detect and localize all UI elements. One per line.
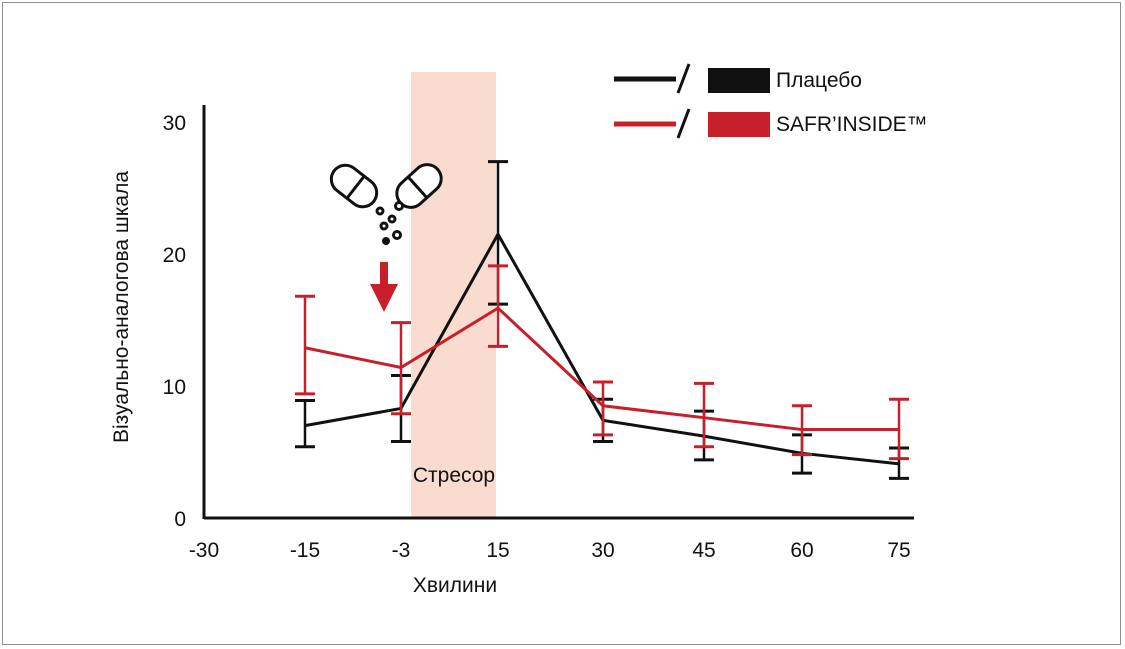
stressor-label: Стресор	[413, 464, 495, 487]
stressor-band	[411, 72, 496, 518]
y-tick-label: 30	[163, 112, 186, 135]
capsules-icon	[329, 163, 443, 245]
x-tick-label: 75	[887, 539, 910, 562]
x-tick-label: -3	[392, 539, 411, 562]
series-safrinside	[295, 264, 909, 461]
y-tick-label: 0	[174, 508, 186, 531]
legend: Плацебо SAFR’INSIDE™	[614, 63, 928, 139]
legend-label-placebo: Плацебо	[776, 69, 862, 92]
x-tick-label: 30	[591, 539, 614, 562]
x-tick-label: 45	[692, 539, 715, 562]
legend-swatch-safrinside	[708, 112, 770, 137]
x-axis-title: Хвилини	[413, 574, 497, 597]
dose-arrow-icon	[370, 262, 398, 312]
y-tick-label: 20	[163, 244, 186, 267]
legend-item-placebo: Плацебо	[614, 63, 862, 94]
x-tick-label: -30	[189, 539, 219, 562]
legend-item-safrinside: SAFR’INSIDE™	[614, 108, 928, 139]
y-axis-title: Візуально-аналогова шкала	[110, 171, 133, 443]
legend-swatch-placebo	[708, 68, 770, 93]
x-tick-label: -15	[290, 539, 320, 562]
x-tick-label: 15	[486, 539, 509, 562]
legend-label-safrinside: SAFR’INSIDE™	[776, 113, 928, 136]
y-tick-label: 10	[163, 376, 186, 399]
x-tick-label: 60	[790, 539, 813, 562]
